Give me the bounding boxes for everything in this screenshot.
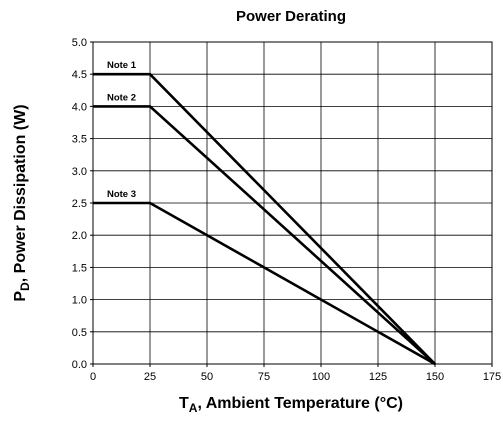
y-tick-label: 3.5 — [72, 134, 87, 146]
y-axis-label: PD, Power Dissipation (W) — [12, 104, 32, 301]
x-axis-label: TA, Ambient Temperature (°C) — [179, 395, 403, 415]
series-layer — [93, 72, 436, 366]
y-tick-label: 2.5 — [72, 198, 87, 210]
series-label-3: Note 3 — [107, 189, 136, 200]
x-tick-label: 25 — [144, 371, 156, 383]
y-tick-label: 1.5 — [72, 262, 87, 274]
x-tick-label: 100 — [312, 371, 330, 383]
grid — [93, 42, 492, 364]
y-tick-label: 0.0 — [72, 359, 87, 371]
y-axis-ticks: 0.0 0.5 1.0 1.5 2.0 2.5 3.0 3.5 4.0 4.5 5.0 — [72, 37, 93, 371]
x-tick-label: 75 — [258, 371, 270, 383]
x-tick-label: 150 — [426, 371, 444, 383]
note-labels: Note 1 Note 2 Note 3 — [107, 60, 137, 200]
x-tick-label: 125 — [369, 371, 387, 383]
y-tick-label: 3.0 — [72, 166, 87, 178]
y-tick-label: 0.5 — [72, 327, 87, 339]
series-line-3 — [93, 201, 436, 366]
series-label-2: Note 2 — [107, 92, 136, 103]
series-line-2 — [93, 105, 436, 365]
x-axis-ticks: 0 25 50 75 100 125 150 175 — [90, 364, 501, 383]
x-tick-label: 0 — [90, 371, 96, 383]
x-tick-label: 175 — [483, 371, 501, 383]
x-tick-label: 50 — [201, 371, 213, 383]
series-label-1: Note 1 — [107, 60, 137, 71]
y-tick-label: 1.0 — [72, 295, 87, 307]
chart-title: Power Derating — [236, 8, 346, 25]
y-tick-label: 5.0 — [72, 37, 87, 49]
y-tick-label: 2.0 — [72, 230, 87, 242]
series-line-1 — [93, 72, 436, 365]
y-tick-label: 4.5 — [72, 69, 87, 81]
y-tick-label: 4.0 — [72, 101, 87, 113]
